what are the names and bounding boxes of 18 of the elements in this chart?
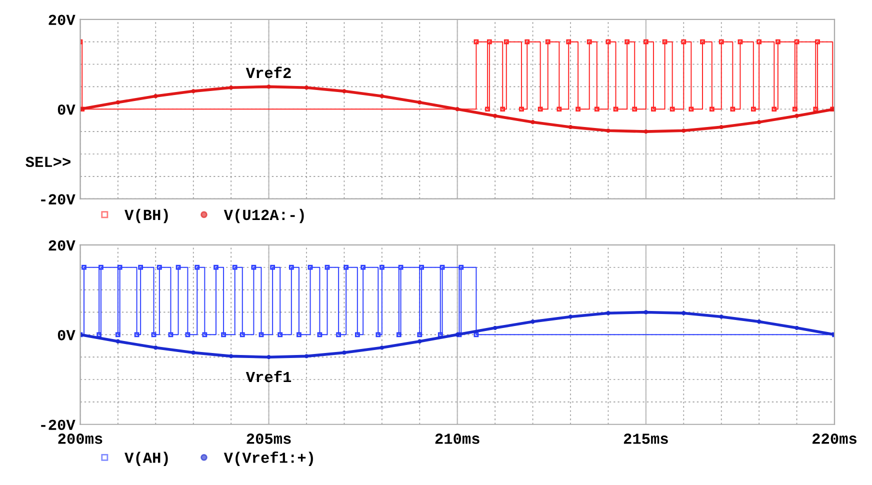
x-tick-label: 205ms [246, 434, 291, 444]
y-tick-label: 0V [58, 330, 76, 340]
y-tick-label: 20V [48, 14, 76, 26]
x-tick-label: 200ms [58, 434, 102, 444]
x-tick-label: 210ms [435, 434, 480, 444]
annotation: Vref2 [246, 66, 291, 78]
annotation: Vref1 [246, 370, 292, 382]
legend-label: V(AH) [124, 452, 168, 466]
y-tick-label: -20V [41, 194, 76, 205]
y-tick-label: 0V [58, 104, 76, 115]
legend-label: V(U12A:-) [224, 208, 304, 224]
x-tick-label: 220ms [812, 434, 856, 444]
legend-label: V(BH) [124, 208, 168, 224]
legend-label: V(Vref1:+) [224, 451, 313, 466]
text: SEL>> [26, 156, 70, 168]
y-tick-label: 20V [48, 240, 76, 251]
x-tick-label: 215ms [624, 434, 668, 444]
y-tick-label: -20V [41, 420, 76, 430]
